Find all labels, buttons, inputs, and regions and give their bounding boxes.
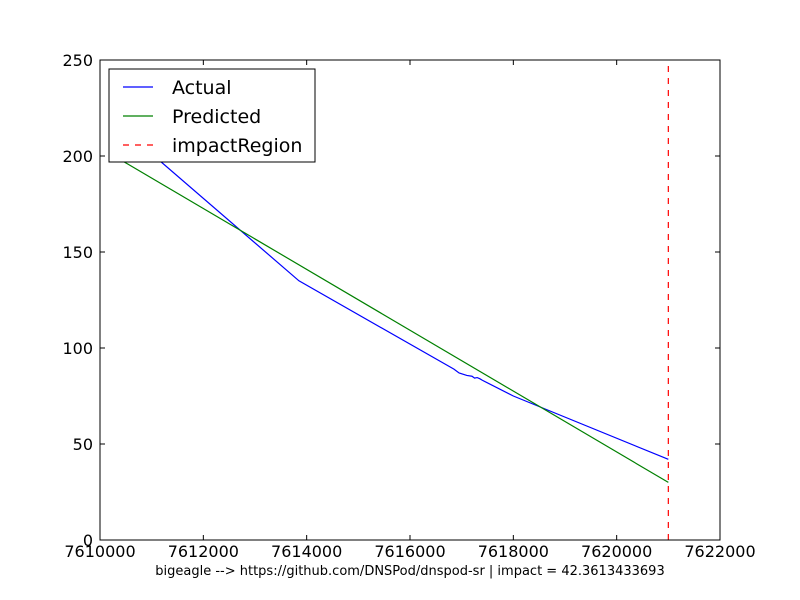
x-tick-label: 7616000 bbox=[374, 542, 445, 561]
legend-label: Actual bbox=[172, 77, 232, 99]
x-tick-label: 7620000 bbox=[581, 542, 652, 561]
y-tick-label: 50 bbox=[73, 435, 93, 454]
y-tick-label: 100 bbox=[62, 339, 93, 358]
x-tick-label: 7610000 bbox=[64, 542, 135, 561]
y-tick-label: 0 bbox=[83, 531, 93, 550]
series-line-predicted bbox=[120, 159, 669, 483]
x-axis-caption: bigeagle --> https://github.com/DNSPod/d… bbox=[155, 564, 664, 579]
x-tick-label: 7618000 bbox=[478, 542, 549, 561]
x-tick-label: 7612000 bbox=[168, 542, 239, 561]
y-tick-label: 250 bbox=[62, 51, 93, 70]
legend: Actual Predicted impactRegion bbox=[108, 68, 316, 163]
y-tick-label: 150 bbox=[62, 243, 93, 262]
y-tick-label: 200 bbox=[62, 147, 93, 166]
ticks-layer: 7610000 7612000 7614000 7616000 7618000 76200… bbox=[62, 51, 755, 561]
legend-label: impactRegion bbox=[172, 135, 302, 157]
x-tick-label: 7622000 bbox=[684, 542, 755, 561]
series-layer bbox=[120, 60, 669, 540]
legend-label: Predicted bbox=[172, 106, 261, 128]
x-tick-label: 7614000 bbox=[271, 542, 342, 561]
series-line-actual bbox=[120, 136, 669, 460]
